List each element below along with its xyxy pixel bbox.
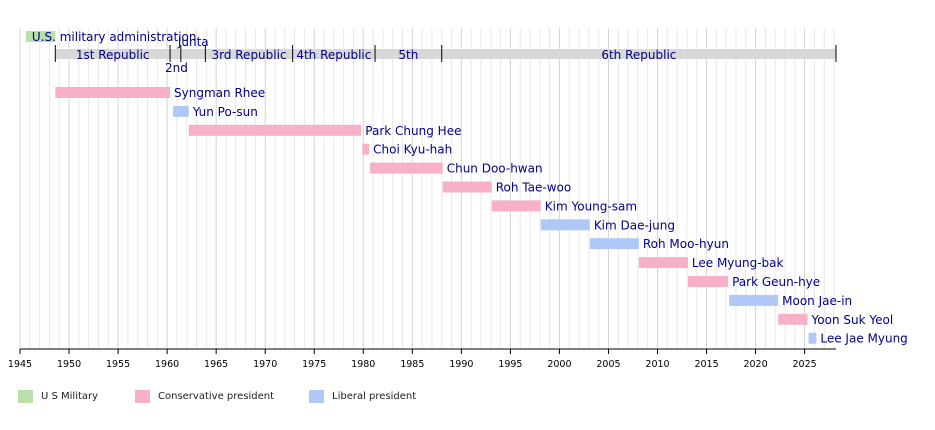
legend-swatch-conservative <box>135 390 150 403</box>
legend-label-us-military: U S Military <box>41 391 99 402</box>
president-label-lee-jae-myung: Lee Jae Myung <box>820 332 907 346</box>
legend: U S Military Conservative president Libe… <box>18 390 918 412</box>
legend-swatch-us-military <box>18 390 33 403</box>
x-tick-label-1960: 1960 <box>155 359 179 370</box>
president-bar-kim-young-sam <box>491 200 541 212</box>
era-bar-junta <box>180 49 206 59</box>
president-bar-kim-dae-jung <box>540 219 590 231</box>
president-bar-yun-po-sun <box>173 105 189 117</box>
x-tick-label-1970: 1970 <box>253 359 277 370</box>
era-bar-3rd-republic <box>205 49 293 59</box>
era-bar-us-military <box>25 31 56 42</box>
president-bar-lee-myung-bak <box>638 257 688 269</box>
x-tick-label-2005: 2005 <box>596 359 620 370</box>
x-tick-label-1990: 1990 <box>449 359 473 370</box>
president-label-yoon-suk-yeol: Yoon Suk Yeol <box>811 313 894 327</box>
era-label-us-military: U.S. military administration <box>32 30 197 44</box>
x-tick-label-1955: 1955 <box>106 359 130 370</box>
president-bar-roh-moo-hyun <box>589 238 639 250</box>
era-label-3rd-republic: 3rd Republic <box>211 48 286 62</box>
president-label-roh-moo-hyun: Roh Moo-hyun <box>643 237 729 251</box>
legend-item-us-military: U S Military <box>18 390 98 403</box>
legend-swatch-liberal <box>309 390 324 403</box>
president-label-chun-doo-hwan: Chun Doo-hwan <box>447 162 543 176</box>
president-label-syngman-rhee: Syngman Rhee <box>174 86 265 100</box>
president-bar-lee-jae-myung <box>808 332 817 344</box>
legend-item-liberal: Liberal president <box>309 390 416 403</box>
era-bar-1st-republic <box>55 49 171 59</box>
x-tick-label-2015: 2015 <box>694 359 718 370</box>
president-bar-choi-kyu-hah <box>362 143 370 155</box>
x-tick-label-1975: 1975 <box>302 359 326 370</box>
era-bar-5th <box>375 49 442 59</box>
legend-label-conservative: Conservative president <box>158 391 275 402</box>
x-tick-label-2025: 2025 <box>793 359 817 370</box>
x-tick-label-1980: 1980 <box>351 359 375 370</box>
president-bar-roh-tae-woo <box>442 181 492 193</box>
era-bar-2nd <box>170 49 181 59</box>
era-label-5th: 5th <box>398 48 418 62</box>
x-tick-label-2000: 2000 <box>547 359 571 370</box>
president-label-kim-dae-jung: Kim Dae-jung <box>594 218 675 232</box>
president-label-kim-young-sam: Kim Young-sam <box>545 199 637 213</box>
president-label-yun-po-sun: Yun Po-sun <box>192 105 258 119</box>
timeline-svg: 1945 1950 1955 1960 1965 1970 1975 1980 1985 1990… <box>8 28 908 370</box>
president-bar-park-geun-hye <box>687 276 729 287</box>
x-tick-label-1945: 1945 <box>8 359 32 370</box>
president-label-park-geun-hye: Park Geun-hye <box>732 275 820 289</box>
president-label-park-chung-hee: Park Chung Hee <box>365 124 461 138</box>
legend-item-conservative: Conservative president <box>135 390 274 403</box>
era-label-2nd: 2nd <box>165 61 188 75</box>
x-tick-label-2020: 2020 <box>743 359 767 370</box>
era-label-6th-republic: 6th Republic <box>601 48 676 62</box>
x-tick-label-1965: 1965 <box>204 359 228 370</box>
era-bar-6th-republic <box>441 49 836 59</box>
era-label-1st-republic: 1st Republic <box>76 48 150 62</box>
president-bar-chun-doo-hwan <box>370 162 443 174</box>
x-tick-label-1995: 1995 <box>498 359 522 370</box>
era-label-4th-republic: 4th Republic <box>296 48 371 62</box>
legend-label-liberal: Liberal president <box>332 391 417 402</box>
era-bar-4th-republic <box>292 49 376 59</box>
x-tick-label-2010: 2010 <box>645 359 669 370</box>
president-bar-moon-jae-in <box>729 294 779 306</box>
president-label-roh-tae-woo: Roh Tae-woo <box>496 181 571 195</box>
president-bar-yoon-suk-yeol <box>778 313 808 325</box>
president-label-moon-jae-in: Moon Jae-in <box>782 294 852 308</box>
era-label-junta: Junta <box>177 35 209 49</box>
president-label-lee-myung-bak: Lee Myung-bak <box>692 256 784 270</box>
president-bar-syngman-rhee <box>55 87 171 98</box>
x-tick-label-1950: 1950 <box>57 359 81 370</box>
president-bar-park-chung-hee <box>188 124 362 136</box>
president-label-choi-kyu-hah: Choi Kyu-hah <box>373 143 452 157</box>
x-tick-label-1985: 1985 <box>400 359 424 370</box>
